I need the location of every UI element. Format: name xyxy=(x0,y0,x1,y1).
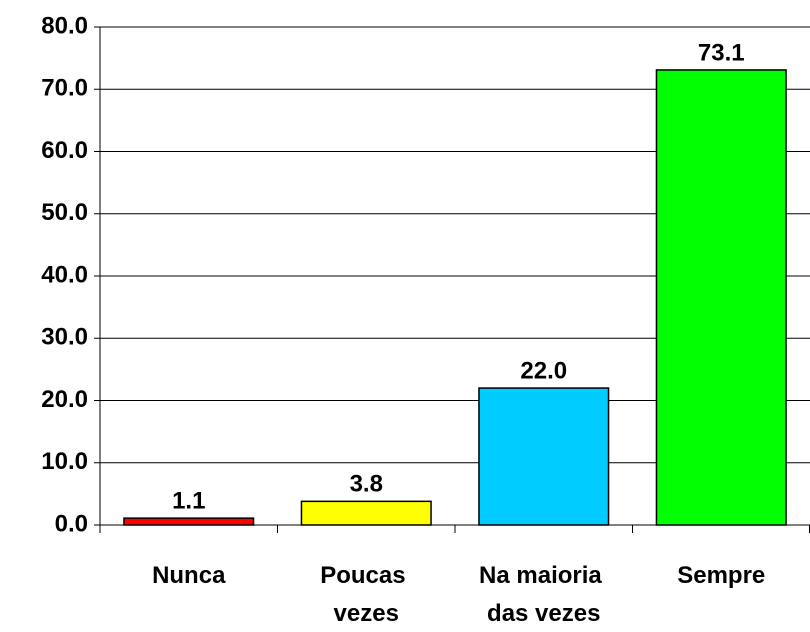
y-tick-label: 70.0 xyxy=(41,75,88,102)
data-label: 1.1 xyxy=(172,487,205,514)
bar xyxy=(478,387,610,526)
y-tick-label: 60.0 xyxy=(41,137,88,164)
bar xyxy=(655,69,787,526)
x-tick-label: Sempre xyxy=(677,562,765,589)
x-tick-label: Na maioria das vezes xyxy=(479,562,608,627)
y-tick-label: 10.0 xyxy=(41,448,88,475)
y-tick-label: 20.0 xyxy=(41,386,88,413)
x-tick-label: Nunca xyxy=(152,562,226,589)
data-label: 73.1 xyxy=(698,39,745,66)
bar xyxy=(300,500,432,526)
y-tick-label: 50.0 xyxy=(41,199,88,226)
bar xyxy=(123,517,255,526)
y-tick-label: 80.0 xyxy=(41,12,88,39)
y-tick-label: 30.0 xyxy=(41,324,88,351)
data-label: 3.8 xyxy=(350,471,383,498)
data-label: 22.0 xyxy=(520,357,567,384)
y-tick-label: 0.0 xyxy=(55,510,88,537)
x-tick-label: Poucas vezes xyxy=(320,562,412,627)
y-tick-label: 40.0 xyxy=(41,261,88,288)
